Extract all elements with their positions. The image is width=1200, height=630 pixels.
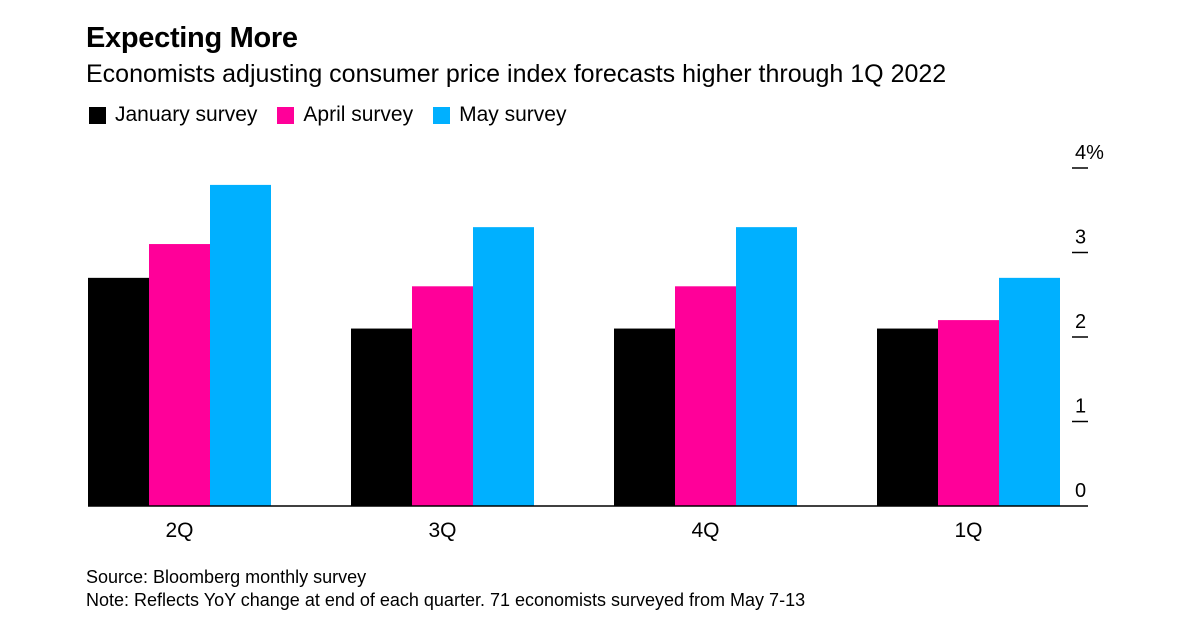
bar-3q-january-survey (351, 328, 412, 506)
x-tick-label: 3Q (428, 519, 456, 542)
bar-3q-may-survey (473, 227, 534, 506)
legend-label-april: April survey (303, 103, 414, 126)
bar-4q-january-survey (614, 328, 675, 506)
bar-2q-may-survey (210, 184, 271, 506)
x-tick-label: 2Q (165, 519, 193, 542)
bar-2q-january-survey (88, 277, 149, 506)
chart-notes: Source: Bloomberg monthly survey Note: R… (86, 566, 805, 612)
y-tick-label: 4% (1075, 142, 1104, 164)
bar-3q-april-survey (412, 286, 473, 506)
bar-4q-may-survey (736, 227, 797, 506)
bar-1q-january-survey (877, 328, 938, 506)
chart-subtitle: Economists adjusting consumer price inde… (86, 60, 947, 88)
legend-swatch-april (277, 106, 295, 124)
legend-item-april: April survey (277, 103, 413, 127)
legend-swatch-may (433, 106, 451, 124)
bar-1q-april-survey (938, 320, 999, 506)
y-tick-label: 1 (1075, 396, 1086, 418)
legend-item-may: May survey (433, 103, 566, 127)
bar-1q-may-survey (999, 277, 1060, 506)
y-tick-label: 0 (1075, 480, 1086, 502)
chart-title: Expecting More (86, 22, 298, 54)
legend-label-january: January survey (115, 103, 258, 126)
y-tick-label: 3 (1075, 227, 1086, 249)
x-tick-label: 1Q (954, 519, 982, 542)
source-note: Source: Bloomberg monthly survey (86, 567, 367, 587)
bar-2q-april-survey (149, 244, 210, 507)
legend-swatch-january (89, 106, 106, 124)
legend: January survey April survey May survey (89, 103, 586, 127)
y-tick-label: 2 (1075, 311, 1086, 333)
footnote: Note: Reflects YoY change at end of each… (86, 590, 806, 610)
legend-label-may: May survey (459, 103, 567, 126)
bar-4q-april-survey (675, 286, 736, 506)
x-tick-label: 4Q (691, 519, 719, 542)
legend-item-january: January survey (89, 103, 257, 127)
